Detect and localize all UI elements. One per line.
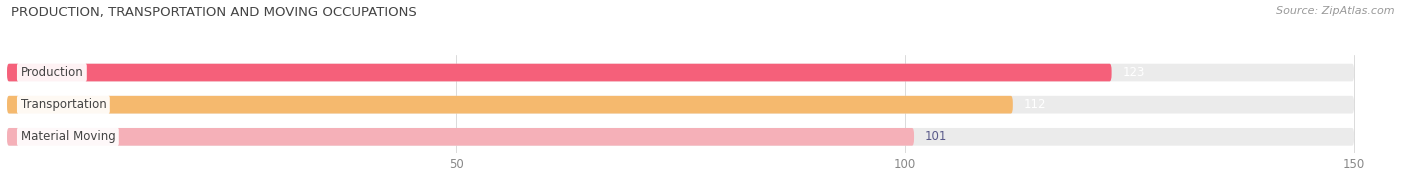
FancyBboxPatch shape [7, 96, 1354, 113]
FancyBboxPatch shape [7, 64, 1112, 81]
Text: PRODUCTION, TRANSPORTATION AND MOVING OCCUPATIONS: PRODUCTION, TRANSPORTATION AND MOVING OC… [11, 6, 418, 19]
Text: Transportation: Transportation [21, 98, 107, 111]
Text: 112: 112 [1024, 98, 1046, 111]
FancyBboxPatch shape [7, 128, 914, 146]
Text: Material Moving: Material Moving [21, 130, 115, 143]
FancyBboxPatch shape [7, 96, 1012, 113]
Text: 101: 101 [925, 130, 948, 143]
Text: 123: 123 [1122, 66, 1144, 79]
Text: Production: Production [21, 66, 83, 79]
FancyBboxPatch shape [7, 128, 1354, 146]
FancyBboxPatch shape [7, 64, 1354, 81]
Text: Source: ZipAtlas.com: Source: ZipAtlas.com [1277, 6, 1395, 16]
